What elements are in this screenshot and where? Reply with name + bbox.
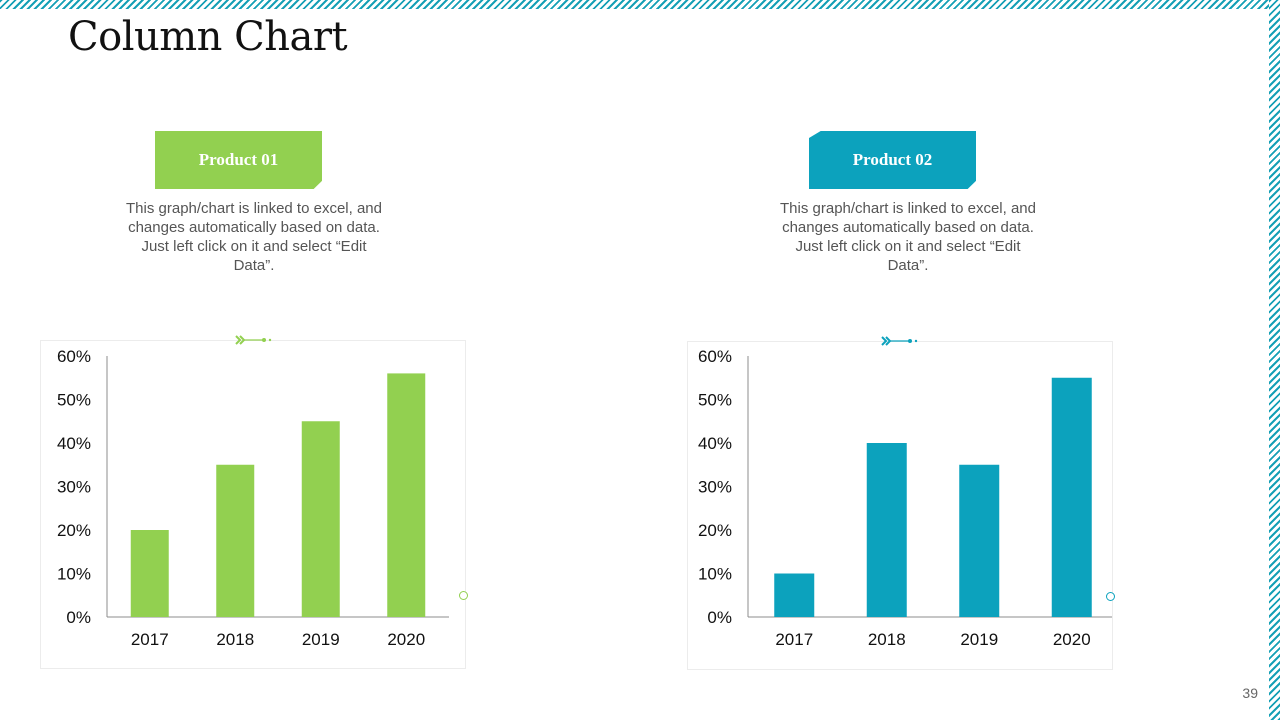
bar-2019[interactable] (301, 421, 340, 617)
product-02-description: This graph/chart is linked to excel, and… (780, 200, 1036, 274)
chart-1-circle-icon (459, 591, 468, 600)
x-tick-label: 2019 (302, 630, 340, 649)
chart-product-02[interactable]: 0% 10% 20% 30% 40% 50% 60% 2017 2018 2019 2020 (687, 341, 1113, 670)
right-stripe-border (1269, 0, 1280, 720)
chart-2-arrow-icon (881, 336, 918, 346)
y-tick-label: 30% (57, 478, 91, 497)
arrow-dot (908, 339, 912, 343)
slide-title: Column Chart (68, 14, 348, 60)
product-01-description: This graph/chart is linked to excel, and… (126, 200, 382, 274)
y-tick-label: 50% (698, 391, 732, 410)
bar-2017[interactable] (774, 573, 815, 618)
top-stripe-border (0, 0, 1280, 9)
y-tick-label: 20% (57, 521, 91, 540)
y-tick-label: 30% (698, 478, 732, 497)
product-01-badge: Product 01 (155, 131, 322, 189)
y-tick-label: 50% (57, 391, 91, 410)
arrow-dot (914, 339, 918, 343)
y-tick-label: 0% (66, 608, 91, 627)
chart-product-01-plot: 0% 10% 20% 30% 40% 50% 60% 2017 2018 2019 2020 (57, 347, 449, 649)
x-tick-label: 2018 (216, 630, 254, 649)
double-chevron-icon (235, 335, 246, 345)
chart-product-01[interactable]: 0% 10% 20% 30% 40% 50% 60% 2017 2018 2019 2020 (40, 340, 466, 669)
bar-2020[interactable] (387, 373, 426, 617)
y-tick-label: 0% (707, 608, 732, 627)
bar-2020[interactable] (1051, 377, 1092, 617)
y-tick-label: 20% (698, 521, 732, 540)
x-tick-label: 2017 (131, 630, 169, 649)
arrow-dot (262, 338, 266, 342)
x-tick-label: 2019 (960, 630, 998, 649)
y-tick-label: 40% (698, 434, 732, 453)
bar-2017[interactable] (130, 530, 169, 617)
x-tick-label: 2018 (868, 630, 906, 649)
y-tick-label: 60% (57, 347, 91, 366)
bar-2018[interactable] (866, 443, 907, 617)
y-tick-label: 10% (57, 565, 91, 584)
product-02-label: Product 02 (852, 150, 933, 169)
product-02-badge: Product 02 (809, 131, 976, 189)
x-tick-label: 2017 (775, 630, 813, 649)
chart-2-circle-icon (1106, 592, 1115, 601)
bar-2019[interactable] (959, 464, 1000, 617)
y-tick-label: 60% (698, 347, 732, 366)
arrow-dot (268, 338, 272, 342)
x-tick-label: 2020 (387, 630, 425, 649)
chart-product-02-plot: 0% 10% 20% 30% 40% 50% 60% 2017 2018 2019 2020 (698, 347, 1112, 649)
chart-1-arrow-icon (235, 335, 272, 345)
bar-2018[interactable] (216, 464, 255, 617)
x-tick-label: 2020 (1053, 630, 1091, 649)
y-tick-label: 10% (698, 565, 732, 584)
product-01-label: Product 01 (198, 150, 279, 169)
y-tick-label: 40% (57, 434, 91, 453)
double-chevron-icon (881, 336, 892, 346)
page-number: 39 (1242, 685, 1258, 701)
